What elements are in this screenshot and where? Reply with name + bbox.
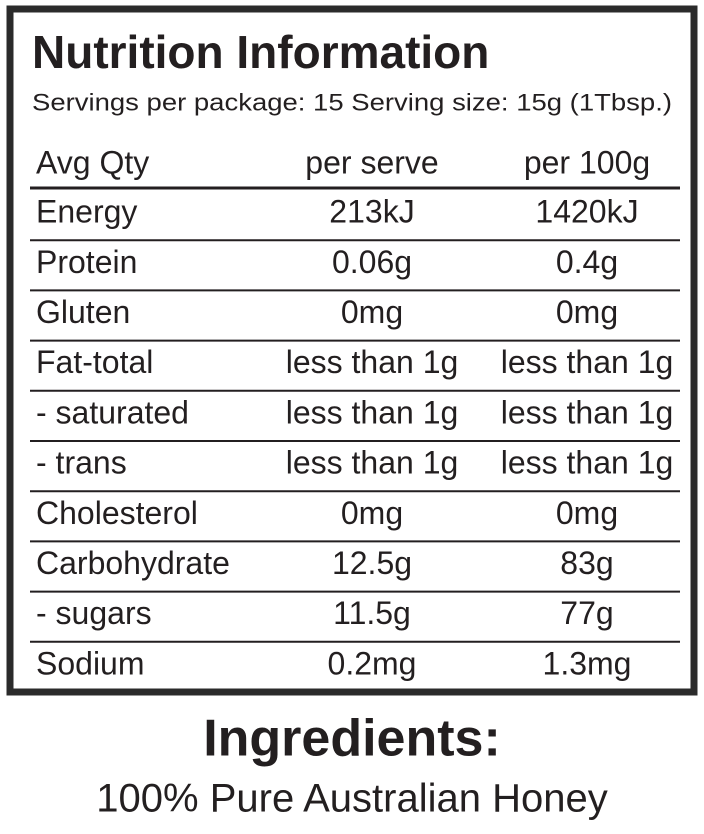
table-cell: - sugars — [36, 595, 152, 631]
table-cell: 83g — [560, 545, 613, 581]
table-cell: 0mg — [341, 495, 403, 531]
table-cell: 12.5g — [332, 545, 412, 581]
table-cell: 0.2mg — [328, 645, 417, 681]
table-cell: 11.5g — [333, 595, 411, 631]
column-header: per serve — [305, 144, 438, 180]
subtitle: Servings per package: 15 Serving size: 1… — [32, 89, 672, 116]
table-cell: 0mg — [341, 294, 403, 330]
table-cell: less than 1g — [286, 394, 459, 430]
table-cell: 0mg — [556, 294, 618, 330]
column-header: per 100g — [524, 144, 650, 180]
table-cell: 1420kJ — [535, 194, 638, 230]
table-cell: Cholesterol — [36, 495, 198, 531]
column-header: Avg Qty — [36, 144, 149, 180]
table-cell: 77g — [560, 595, 613, 631]
table-cell: Fat-total — [36, 344, 153, 380]
table-cell: 1.3mg — [543, 645, 632, 681]
table-cell: Protein — [36, 244, 137, 280]
table-cell: - saturated — [36, 394, 189, 430]
table-cell: 0mg — [556, 495, 618, 531]
table-cell: 213kJ — [329, 194, 414, 230]
table-cell: Gluten — [36, 294, 130, 330]
title: Nutrition Information — [32, 26, 489, 78]
table-cell: Sodium — [36, 645, 145, 681]
table-cell: less than 1g — [286, 445, 459, 481]
label-border — [6, 5, 698, 696]
table-cell: Carbohydrate — [36, 545, 230, 581]
ingredients-text: 100% Pure Australian Honey — [96, 777, 607, 821]
table-cell: - trans — [36, 445, 127, 481]
table-cell: 0.06g — [332, 244, 412, 280]
table-cell: less than 1g — [501, 344, 674, 380]
ingredients-title: Ingredients: — [203, 710, 501, 768]
table-cell: Energy — [36, 194, 137, 230]
table-cell: 0.4g — [556, 244, 618, 280]
table-cell: less than 1g — [286, 344, 459, 380]
table-cell: less than 1g — [501, 394, 674, 430]
table-cell: less than 1g — [501, 445, 674, 481]
